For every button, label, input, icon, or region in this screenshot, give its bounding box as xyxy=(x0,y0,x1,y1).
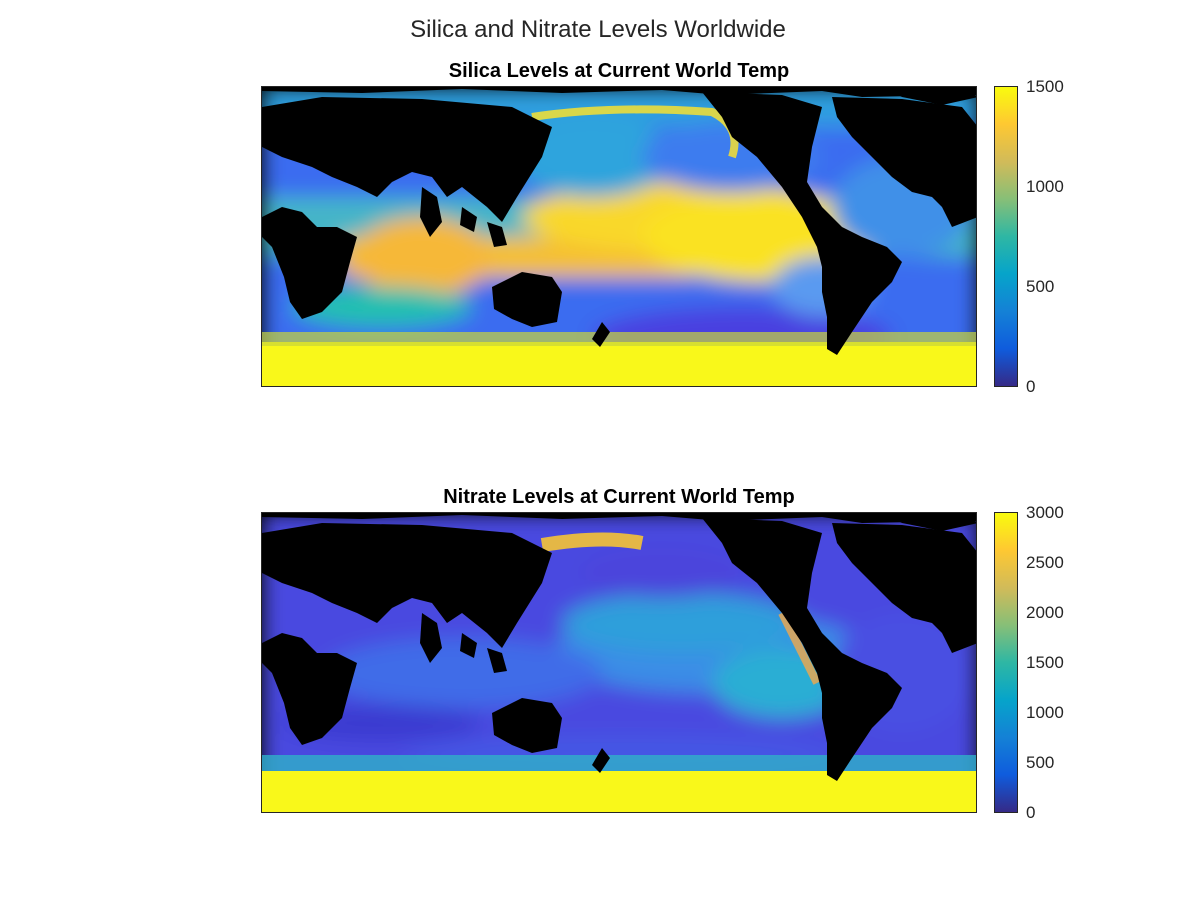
nitrate-north-pacific-band xyxy=(540,532,644,552)
silica-colorbar-tick-0: 0 xyxy=(1026,377,1036,396)
silica-colorbar-tick-1500: 1500 xyxy=(1026,77,1064,96)
nitrate-colorbar-tick-500: 500 xyxy=(1026,753,1055,772)
silica-colorbar-tick-500: 500 xyxy=(1026,277,1055,296)
silica-southern-ocean-band xyxy=(262,342,976,386)
silica-land xyxy=(262,87,976,355)
nitrate-colorbar-tick-2500: 2500 xyxy=(1026,553,1064,572)
nitrate-land xyxy=(262,513,976,781)
nitrate-panel-title: Nitrate Levels at Current World Temp xyxy=(443,486,795,508)
nitrate-colorbar-tick-1500: 1500 xyxy=(1026,653,1064,672)
nitrate-colorbar-tick-1000: 1000 xyxy=(1026,703,1064,722)
silica-colorbar xyxy=(994,86,1018,387)
nitrate-colorbar xyxy=(994,512,1018,813)
nitrate-colorbar-tick-2000: 2000 xyxy=(1026,603,1064,622)
silica-colorbar-tick-1000: 1000 xyxy=(1026,177,1064,196)
nitrate-colorbar-tick-0: 0 xyxy=(1026,803,1036,822)
nitrate-map xyxy=(261,512,977,813)
figure-title: Silica and Nitrate Levels Worldwide xyxy=(410,16,786,43)
nitrate-southern-ocean-band xyxy=(262,771,976,812)
silica-panel-title: Silica Levels at Current World Temp xyxy=(448,60,790,82)
nitrate-colorbar-tick-3000: 3000 xyxy=(1026,503,1064,522)
silica-map xyxy=(261,86,977,387)
